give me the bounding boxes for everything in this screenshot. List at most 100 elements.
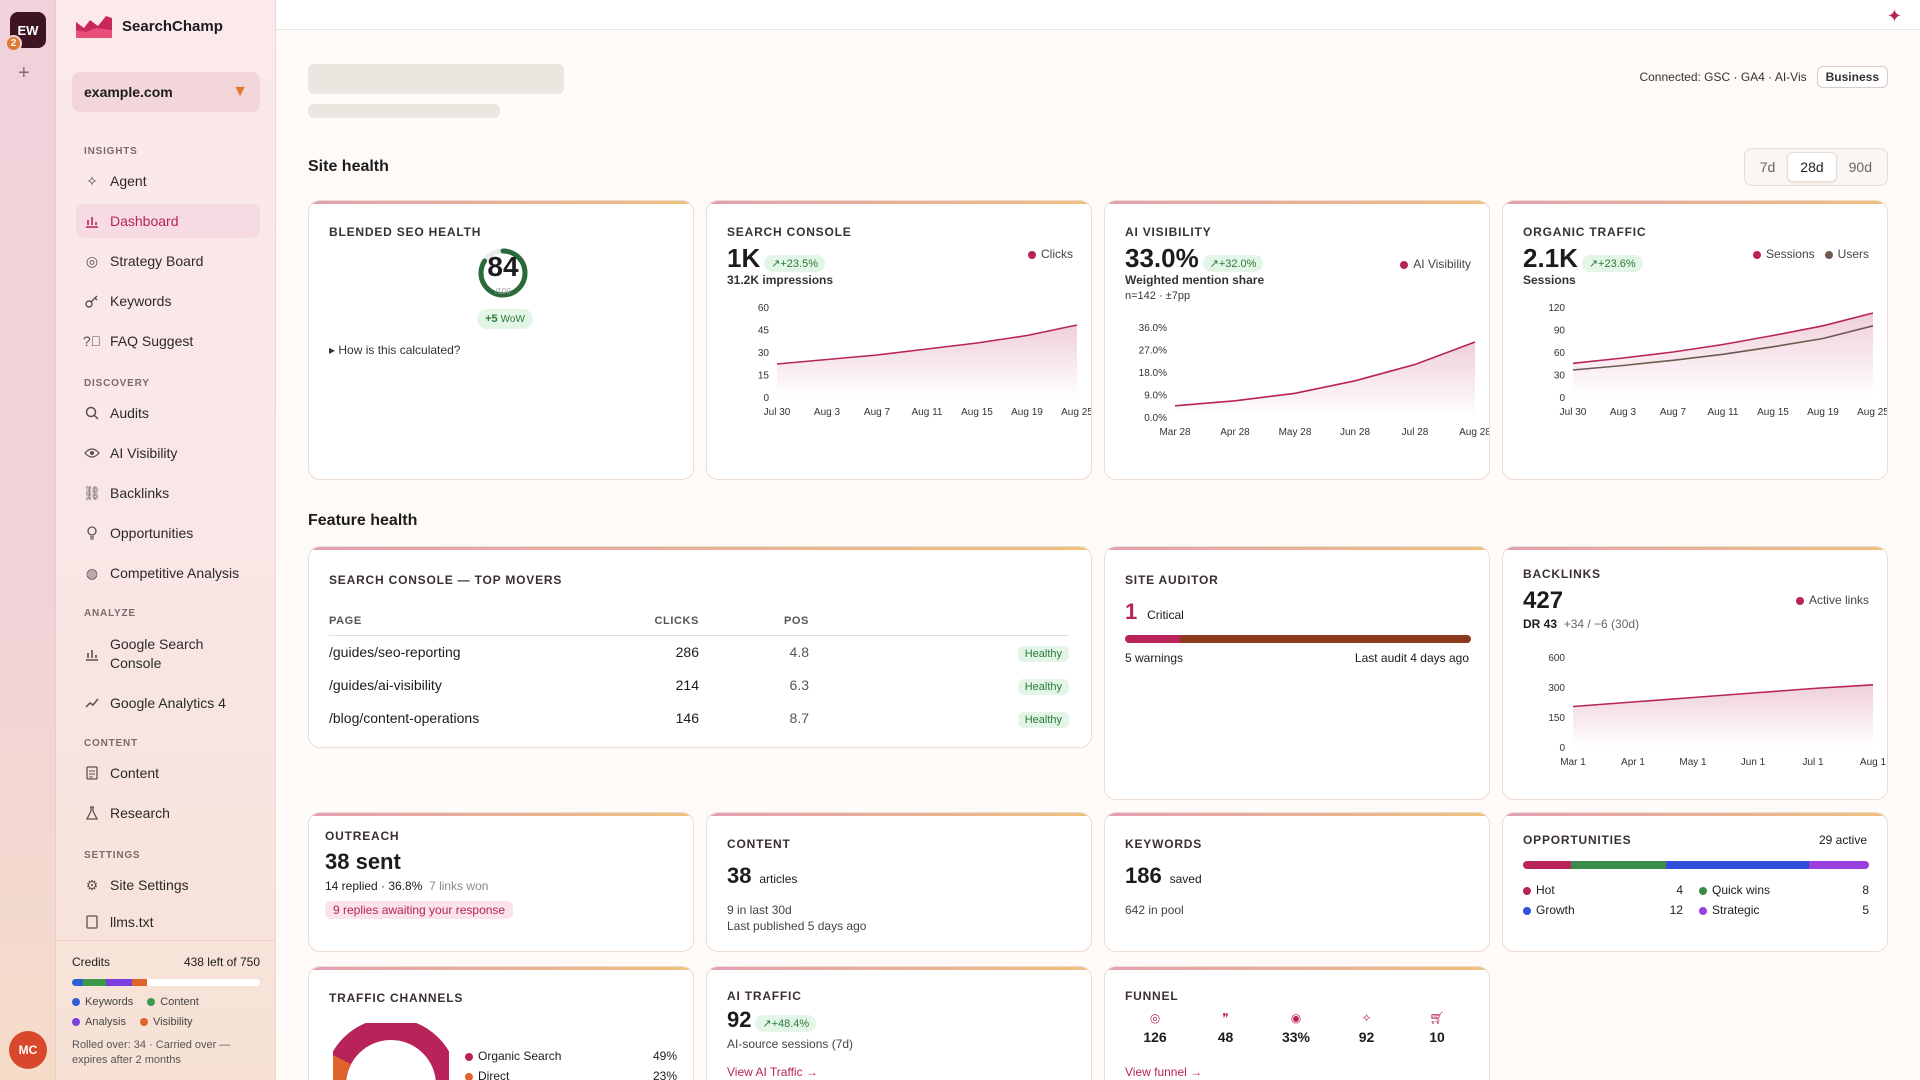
sidebar-item-research[interactable]: Research [76,796,260,830]
status-badge: Healthy [1017,678,1069,695]
y-tick-label: 45 [758,326,770,337]
organic-traffic-card: ORGANIC TRAFFIC 2.1K ↗+23.6% Sessions Se… [1502,200,1888,480]
critical-count-row: 1 Critical [1125,599,1184,624]
sidebar-item-strategy[interactable]: ◎ Strategy Board [76,244,260,278]
sidebar-item-backlinks[interactable]: ⛓ Backlinks [76,476,260,510]
x-tick-label: Jul 28 [1402,427,1429,438]
table-row[interactable]: /guides/ai-visibility 214 6.3 Healthy [329,668,1069,701]
range-28d[interactable]: 28d [1787,152,1837,182]
x-tick-label: Aug 25 [1857,407,1888,418]
view-ai-traffic-link[interactable]: View AI Traffic → [727,1065,818,1079]
x-tick-label: Aug 15 [1757,407,1789,418]
card-title: SEARCH CONSOLE — TOP MOVERS [329,573,563,587]
funnel-step: ✧ 92 [1347,1011,1387,1045]
x-tick-label: Mar 28 [1159,427,1191,438]
site-health-heading: Site health [308,158,389,175]
sidebar-item-audits[interactable]: Audits [76,396,260,430]
content-card: CONTENT 38 articles 9 in last 30d Last p… [706,812,1092,952]
sidebar-item-gsc[interactable]: Google Search Console [76,632,260,676]
y-tick-label: 36.0% [1139,323,1167,334]
sidebar-item-content[interactable]: Content [76,756,260,790]
series-area [777,325,1077,397]
card-title: OUTREACH [325,829,400,843]
sidebar-item-agent[interactable]: ✧ Agent [76,164,260,198]
card-title: CONTENT [727,837,791,851]
sidebar-item-ai-visibility[interactable]: AI Visibility [76,436,260,470]
sidebar-item-label: Backlinks [110,485,170,501]
sidebar-item-opportunities[interactable]: Opportunities [76,516,260,550]
delta-badge: ↗+32.0% [1202,254,1264,272]
how-calculated-toggle[interactable]: ▸ How is this calculated? [329,343,461,357]
backlinks-card: BACKLINKS 427 DR 43 +34 / −6 (30d) Activ… [1502,546,1888,800]
y-tick-label: 9.0% [1144,391,1167,402]
metric-row: 186 saved [1125,863,1202,888]
metric-row: 92 ↗+48.4% [727,1007,817,1033]
table-row[interactable]: /blog/content-operations 146 8.7 Healthy [329,701,1069,734]
sidebar-item-site-settings[interactable]: ⚙ Site Settings [76,868,260,902]
active-count: 29 active [1818,833,1867,847]
opp-item-hot[interactable]: Hot 4 [1523,883,1683,897]
metric-row: 1K ↗+23.5% [727,243,825,274]
range-7d[interactable]: 7d [1759,159,1776,175]
range-90d[interactable]: 90d [1848,159,1872,175]
opp-item-strategic[interactable]: Strategic 5 [1699,903,1869,917]
sidebar-item-label: Audits [110,405,149,421]
card-title: ORGANIC TRAFFIC [1523,225,1647,239]
site-selector[interactable]: example.com ▼ [72,72,260,112]
connected-sources: Connected: GSC · GA4 · AI-Vis [1639,70,1807,84]
sidebar-item-dashboard[interactable]: Dashboard [76,204,260,238]
table-row[interactable]: /guides/seo-reporting 286 4.8 Healthy [329,635,1069,668]
sidebar-item-keywords[interactable]: Keywords [76,284,260,318]
ai-visibility-chart: 36.0% 27.0% 18.0% 9.0% 0.0% Mar 28 Apr 28 May 2… [1139,323,1490,438]
series-line [776,324,1078,365]
document-icon [84,765,100,781]
series-line [1174,341,1476,407]
add-workspace-icon[interactable]: + [18,62,30,84]
view-funnel-link[interactable]: View funnel → [1125,1065,1203,1079]
sidebar-item-competitive[interactable]: ◍ Competitive Analysis [76,556,260,590]
top-movers-card: SEARCH CONSOLE — TOP MOVERS PAGE CLICKS … [308,546,1092,748]
y-tick-label: 60 [758,303,770,314]
funnel-step: ◎ 126 [1135,1011,1175,1045]
opportunity-segment [1666,861,1810,869]
outreach-card: OUTREACH 38 sent 14 replied · 36.8% 7 li… [308,812,694,952]
brand[interactable]: SearchChamp [76,14,223,38]
search-icon [84,405,100,421]
delta-badge: ↗+23.6% [1581,254,1643,272]
replies-alert[interactable]: 9 replies awaiting your response [325,901,514,919]
y-tick-label: 0 [1559,743,1565,754]
status-badge: Healthy [1017,645,1069,662]
question-icon: ?⃝ [82,333,102,349]
delta-badge: ↗+48.4% [755,1014,817,1032]
y-tick-label: 300 [1548,683,1565,694]
opportunities-card: OPPORTUNITIES 29 active Hot 4 Quick wins 8 … [1502,812,1888,952]
sidebar-item-label: llms.txt [110,914,154,930]
score-max: /100 [495,287,511,296]
opp-item-quick-wins[interactable]: Quick wins 8 [1699,883,1869,897]
x-tick-label: Aug 28 [1459,427,1490,438]
series-line [1572,684,1874,708]
content-last-published: Last published 5 days ago [727,919,867,933]
sidebar-item-label: Dashboard [110,213,179,229]
sidebar-item-ga4[interactable]: Google Analytics 4 [76,686,260,720]
series-line [1572,312,1874,365]
opportunity-segment [1523,861,1571,869]
credits-panel: Credits 438 left of 750 Keywords Content … [56,940,276,1080]
sidebar-item-faq[interactable]: ?⃝ FAQ Suggest [76,324,260,358]
user-avatar[interactable]: MC [9,1031,47,1069]
y-tick-label: 90 [1554,326,1566,337]
sidebar-item-llms[interactable]: llms.txt [76,908,260,936]
document-icon [84,914,100,930]
sidebar-item-label: Google Analytics 4 [110,695,226,711]
opp-item-growth[interactable]: Growth 12 [1523,903,1683,917]
series-area [1573,684,1873,747]
column-header: PAGE [329,607,629,636]
sparkle-icon[interactable]: ✦ [1886,6,1902,26]
card-title: SEARCH CONSOLE [727,225,852,239]
card-title: AI TRAFFIC [727,989,802,1003]
credits-legend: Keywords Content Analysis Visibility [72,996,260,1028]
section-content: CONTENT [84,738,138,749]
y-tick-label: 15 [758,371,770,382]
metric-value: 427 [1523,587,1564,614]
blended-seo-card: BLENDED SEO HEALTH 84 /100 +5 WoW ▸ How i… [308,200,694,480]
